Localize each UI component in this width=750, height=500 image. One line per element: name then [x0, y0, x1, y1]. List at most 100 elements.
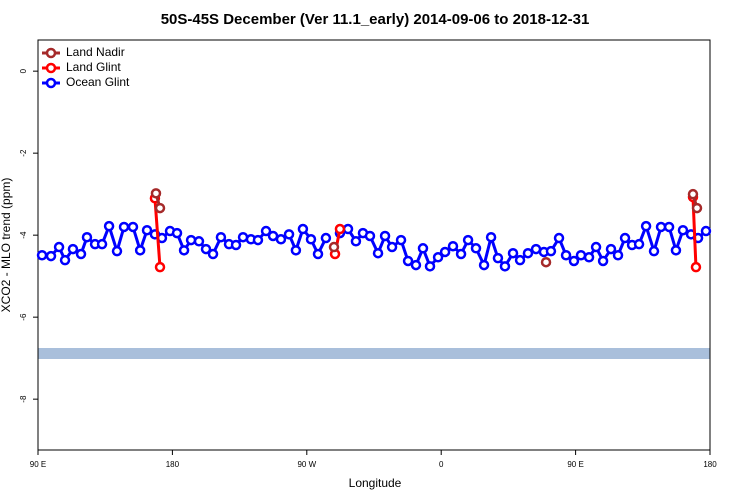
- legend-marker: [45, 47, 57, 59]
- data-point: [655, 221, 667, 233]
- data-point: [395, 234, 407, 246]
- data-point: [560, 250, 572, 261]
- data-point: [447, 240, 459, 252]
- legend-label: Land Glint: [66, 60, 121, 74]
- data-point: [81, 231, 93, 243]
- data-point: [386, 241, 398, 253]
- x-tick-label: 90 W: [297, 460, 316, 469]
- data-point: [677, 224, 689, 236]
- data-point: [432, 252, 444, 263]
- data-point: [283, 229, 295, 240]
- data-point: [663, 221, 675, 233]
- data-point: [328, 241, 340, 253]
- surface-band: [38, 348, 710, 359]
- data-point: [67, 243, 79, 255]
- legend-marker: [45, 77, 57, 89]
- data-point: [150, 188, 162, 199]
- data-point: [59, 254, 71, 266]
- data-point: [417, 243, 429, 254]
- data-point: [648, 245, 660, 257]
- y-tick-label: -4: [19, 231, 28, 239]
- data-point: [590, 241, 602, 253]
- x-tick-label: 90 E: [567, 460, 583, 469]
- legend-label: Ocean Glint: [66, 75, 130, 89]
- data-point: [424, 261, 436, 272]
- data-point: [372, 247, 384, 259]
- data-point: [499, 261, 511, 272]
- data-point: [545, 245, 557, 257]
- data-point: [96, 238, 108, 250]
- data-point: [200, 243, 212, 255]
- data-point: [207, 248, 219, 260]
- data-point: [410, 259, 422, 271]
- data-point: [462, 234, 474, 246]
- y-tick-label: 0: [19, 68, 28, 73]
- chart-title: 50S-45S December (Ver 11.1_early) 2014-0…: [161, 11, 590, 28]
- data-point: [230, 239, 242, 251]
- data-point: [605, 243, 617, 255]
- data-point: [633, 238, 645, 250]
- data-point: [402, 255, 414, 267]
- data-point: [485, 231, 497, 243]
- x-tick-label: 180: [703, 460, 717, 469]
- data-point: [141, 224, 153, 236]
- x-tick-label: 90 E: [30, 460, 46, 469]
- data-point: [290, 245, 302, 256]
- data-point: [334, 223, 346, 235]
- data-point: [320, 232, 332, 244]
- data-point: [193, 236, 205, 247]
- data-point: [640, 220, 652, 232]
- data-point: [455, 248, 467, 260]
- x-tick-label: 180: [166, 460, 180, 469]
- data-point: [670, 245, 682, 256]
- y-tick-label: -8: [19, 395, 28, 403]
- data-point: [690, 261, 702, 273]
- data-point: [597, 255, 609, 267]
- data-point: [619, 232, 631, 244]
- data-point: [134, 245, 146, 256]
- data-point: [583, 252, 595, 263]
- y-axis-label: XCO2 - MLO trend (ppm): [0, 178, 13, 313]
- legend-label: Land Nadir: [66, 45, 125, 59]
- data-point: [540, 256, 552, 268]
- data-point: [111, 245, 123, 257]
- legend-marker: [45, 62, 57, 74]
- data-point: [252, 234, 264, 246]
- data-point: [171, 227, 183, 239]
- data-point: [260, 225, 272, 237]
- data-point: [103, 220, 115, 232]
- data-point: [45, 250, 57, 262]
- x-tick-label: 0: [439, 460, 444, 469]
- data-point: [522, 247, 534, 259]
- data-point: [700, 225, 712, 237]
- data-point: [439, 246, 451, 258]
- data-point: [312, 248, 324, 260]
- data-point: [305, 234, 317, 245]
- data-point: [275, 234, 287, 245]
- data-point: [178, 245, 190, 256]
- data-point: [553, 232, 565, 244]
- plot-frame: [37, 39, 711, 451]
- data-point: [568, 255, 580, 267]
- data-point: [691, 202, 703, 214]
- data-point: [36, 250, 48, 261]
- data-point: [154, 202, 166, 214]
- data-point: [342, 223, 354, 235]
- y-tick-label: -6: [19, 313, 28, 321]
- data-point: [478, 259, 490, 271]
- data-point: [364, 230, 376, 242]
- data-point: [687, 188, 699, 200]
- data-point: [612, 250, 624, 261]
- series-line: [154, 192, 699, 209]
- data-point: [379, 230, 391, 242]
- data-point: [350, 236, 362, 247]
- data-point: [575, 250, 587, 261]
- data-point: [470, 243, 482, 254]
- data-point: [492, 252, 504, 264]
- x-axis-label: Longitude: [349, 476, 402, 490]
- y-tick-label: -2: [19, 149, 28, 157]
- data-point: [215, 231, 227, 243]
- data-point: [53, 241, 65, 253]
